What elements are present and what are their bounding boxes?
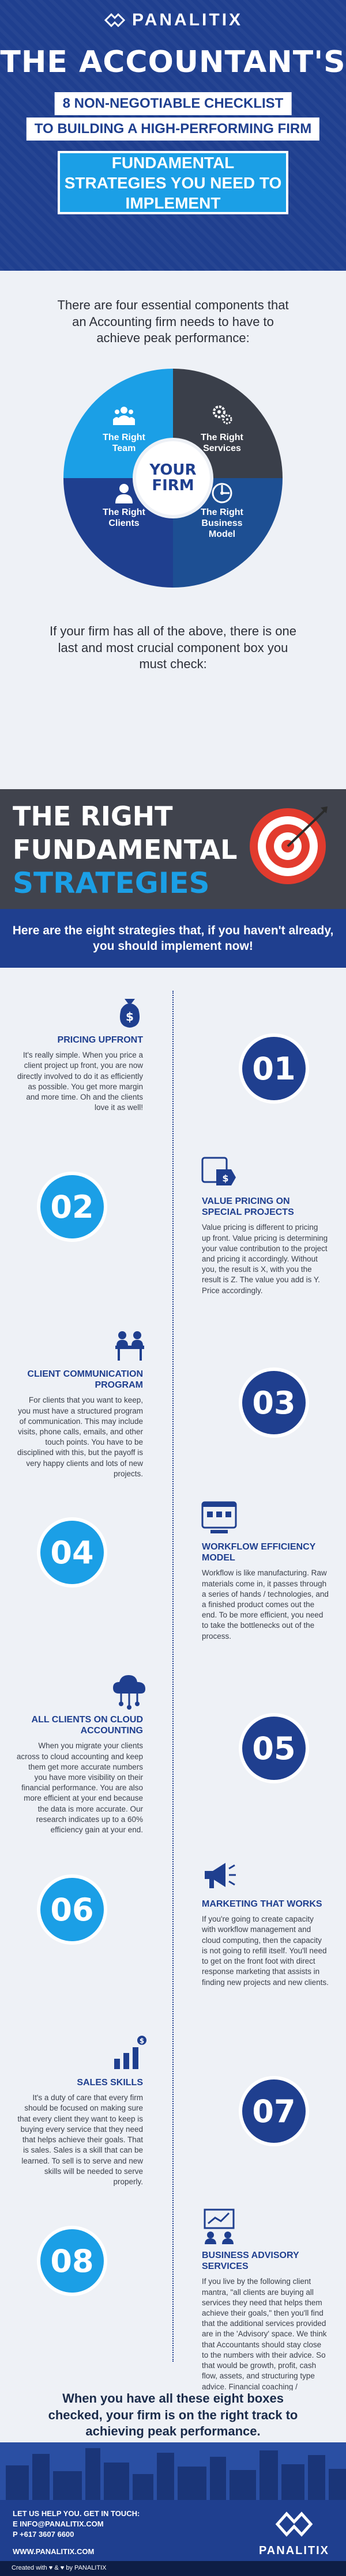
strategy-01-text: It's really simple. When you price a cli… <box>17 1051 143 1112</box>
target-icon <box>250 806 328 884</box>
strategy-06-text: If you're going to create capacity with … <box>202 1915 329 1987</box>
wheel-hub: YOUR FIRM <box>133 438 213 518</box>
strategies-banner: THE RIGHT FUNDAMENTAL STRATEGIES Here ar… <box>0 789 346 968</box>
timeline-line <box>172 991 174 2362</box>
quadrant-business-model-label: The Right Business Model <box>201 507 243 540</box>
wheel-hub-text: YOUR FIRM <box>149 461 197 494</box>
logo-text: PANALITIX <box>131 10 243 29</box>
strategy-07-text: It's a duty of care that every firm shou… <box>17 2093 143 2186</box>
strategy-05-number: 05 <box>242 1717 306 1780</box>
gears-icon <box>213 406 232 425</box>
strategy-08-text: If you live by the following client mant… <box>202 2277 327 2401</box>
business-model-icon <box>212 483 232 503</box>
footer-web[interactable]: WWW.PANALITIX.COM <box>13 2547 95 2556</box>
strategy-05-text: When you migrate your clients across to … <box>16 1741 143 1835</box>
quadrant-services: The Right Services <box>173 369 283 478</box>
footer: LET US HELP YOU. GET IN TOUCH: E INFO@PA… <box>0 2442 346 2576</box>
strategy-05-title: ALL CLIENTS ON CLOUD ACCOUNTING <box>31 1715 143 1736</box>
footer-logo-text: PANALITIX <box>258 2544 330 2557</box>
strategy-04-text: Workflow is like manufacturing. Raw mate… <box>202 1569 329 1641</box>
banner-line-3: STRATEGIES <box>13 866 210 900</box>
closing-section: When you have all these eight boxes chec… <box>0 2391 346 2442</box>
money-bag-icon: $ <box>119 999 140 1028</box>
strategies-section: $ PRICING UPFRONT It's really simple. Wh… <box>0 968 346 2401</box>
strategy-04-body: WORKFLOW EFFICIENCY MODEL Workflow is li… <box>202 1541 329 1642</box>
strategy-02-number: 02 <box>40 1175 104 1238</box>
price-tag-icon: $ <box>201 1157 236 1185</box>
workflow-icon <box>201 1501 237 1533</box>
footer-logo: PANALITIX <box>254 2507 334 2558</box>
panalitix-logo-icon <box>104 13 126 28</box>
quadrant-clients-label: The Right Clients <box>103 507 145 529</box>
intro-text-2: If your firm has all of the above, there… <box>49 624 296 672</box>
quadrant-team: The Right Team <box>63 369 173 478</box>
strategy-06-number: 06 <box>40 1878 104 1941</box>
header-callout-text: FUNDAMENTAL STRATEGIES YOU NEED TO IMPLE… <box>64 153 282 212</box>
strategy-07-number: 07 <box>242 2079 306 2143</box>
svg-text:$: $ <box>126 1010 134 1024</box>
logo: PANALITIX <box>0 10 346 30</box>
strategy-04-number: 04 <box>40 1521 104 1584</box>
banner-strip: Here are the eight strategies that, if y… <box>0 909 346 968</box>
strategy-02-title: VALUE PRICING ON SPECIAL PROJECTS <box>202 1196 294 1218</box>
strategy-04-title: WORKFLOW EFFICIENCY MODEL <box>202 1542 316 1563</box>
quadrant-team-label: The Right Team <box>103 433 145 454</box>
strategy-07-title: SALES SKILLS <box>77 2078 143 2088</box>
header: PANALITIX THE ACCOUNTANT'S 8 NON-NEGOTIA… <box>0 0 346 271</box>
sales-icon: $ <box>114 2036 146 2069</box>
strategy-03-body: CLIENT COMMUNICATION PROGRAM For clients… <box>16 1369 143 1479</box>
strategy-07-body: SALES SKILLS It's a duty of care that ev… <box>16 2077 143 2187</box>
strategy-08-title: BUSINESS ADVISORY SERVICES <box>202 2251 299 2272</box>
strategy-02-text: Value pricing is different to pricing up… <box>202 1223 328 1295</box>
strategy-01-number: 01 <box>242 1037 306 1100</box>
strategy-05-body: ALL CLIENTS ON CLOUD ACCOUNTING When you… <box>16 1714 143 1835</box>
megaphone-icon <box>205 1863 236 1888</box>
banner-line-2: FUNDAMENTAL <box>13 834 238 865</box>
subtitle-line-2: TO BUILDING A HIGH-PERFORMING FIRM <box>26 118 320 141</box>
strategy-03-number: 03 <box>242 1371 306 1434</box>
quadrant-services-label: The Right Services <box>201 433 243 454</box>
intro-section: There are four essential components that… <box>0 271 346 789</box>
footer-phone[interactable]: P +617 3607 6600 <box>13 2530 74 2539</box>
svg-text:$: $ <box>140 2037 144 2045</box>
cloud-icon <box>113 1675 145 1710</box>
page-title: THE ACCOUNTANT'S <box>0 45 346 79</box>
footer-email[interactable]: E INFO@PANALITIX.COM <box>13 2520 104 2528</box>
subtitle-line-1: 8 NON-NEGOTIABLE CHECKLIST <box>54 92 292 115</box>
strategy-02-body: VALUE PRICING ON SPECIAL PROJECTS Value … <box>202 1196 329 1296</box>
footer-cta: LET US HELP YOU. GET IN TOUCH: <box>13 2509 140 2518</box>
strategy-01-title: PRICING UPFRONT <box>57 1035 143 1045</box>
client-icon <box>115 484 133 503</box>
strategy-03-title: CLIENT COMMUNICATION PROGRAM <box>27 1369 143 1391</box>
city-skyline-icon <box>0 2442 346 2500</box>
components-wheel: The Right Team The Right Services The Ri… <box>63 369 283 588</box>
strategy-08-number: 08 <box>40 2229 104 2293</box>
header-callout-box: FUNDAMENTAL STRATEGIES YOU NEED TO IMPLE… <box>58 151 288 214</box>
strategy-03-text: For clients that you want to keep, you m… <box>17 1396 143 1478</box>
credit-line: Created with ♥ & ♥ by PANALITIX <box>0 2561 346 2576</box>
banner-strip-text: Here are the eight strategies that, if y… <box>12 923 334 953</box>
svg-text:$: $ <box>222 1173 228 1184</box>
team-icon <box>113 407 135 425</box>
meeting-icon <box>115 1331 144 1361</box>
strategy-01-body: PRICING UPFRONT It's really simple. When… <box>16 1035 143 1113</box>
intro-text: There are four essential components that… <box>57 298 289 346</box>
closing-text: When you have all these eight boxes chec… <box>48 2391 298 2439</box>
panalitix-logo-icon <box>275 2511 313 2537</box>
strategy-06-body: MARKETING THAT WORKS If you're going to … <box>202 1899 329 1988</box>
banner-line-1: THE RIGHT <box>13 801 173 832</box>
advisory-icon <box>204 2208 235 2244</box>
strategy-08-body: BUSINESS ADVISORY SERVICES If you live b… <box>202 2250 329 2403</box>
strategy-06-title: MARKETING THAT WORKS <box>202 1899 322 1909</box>
